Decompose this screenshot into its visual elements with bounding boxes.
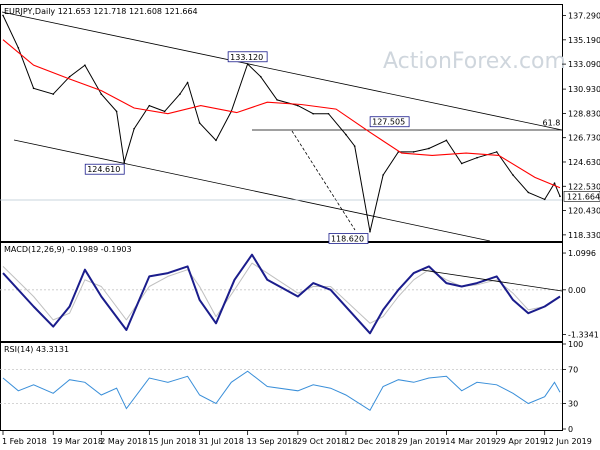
moving-average-line bbox=[2, 39, 561, 189]
rsi-tick-label: 100 bbox=[568, 340, 583, 349]
price-point bbox=[100, 93, 103, 95]
dashed-decline-line bbox=[291, 130, 356, 231]
price-point bbox=[52, 93, 55, 95]
price-point bbox=[382, 174, 384, 176]
price-tick-label: 124.630 bbox=[568, 158, 600, 167]
price-point bbox=[297, 104, 299, 107]
price-point bbox=[476, 156, 478, 159]
last-price-label: 121.664 bbox=[567, 192, 600, 201]
price-point bbox=[412, 151, 415, 153]
x-tick-label: 12 Jun 2019 bbox=[544, 437, 592, 446]
macd-tick-label: -1.3341 bbox=[568, 330, 599, 339]
annotation-box bbox=[227, 51, 268, 63]
x-tick-label: 29 Apr 2019 bbox=[496, 437, 545, 446]
price-tick-label: 126.730 bbox=[568, 134, 600, 143]
macd-tick-label: 1.0996 bbox=[568, 249, 596, 258]
price-point bbox=[276, 99, 278, 101]
annotation-label: 118.620 bbox=[331, 235, 364, 244]
price-point bbox=[2, 14, 4, 17]
x-tick-label: 19 Mar 2018 bbox=[52, 437, 103, 446]
price-point bbox=[345, 133, 347, 136]
price-point bbox=[133, 127, 135, 130]
price-point bbox=[543, 198, 546, 201]
annotation-box bbox=[84, 163, 125, 175]
price-tick-label: 137.290 bbox=[568, 12, 600, 21]
price-point bbox=[198, 122, 201, 124]
annotation-label: 61.8 bbox=[543, 119, 561, 128]
price-line bbox=[2, 15, 561, 232]
price-point bbox=[259, 75, 262, 78]
last-price-box bbox=[563, 190, 600, 202]
watermark: ActionForex.com bbox=[383, 49, 566, 74]
annotation-label: 133.120 bbox=[230, 53, 263, 62]
channel-upper-line bbox=[1, 11, 563, 131]
price-point bbox=[428, 147, 430, 150]
annotation-label: 124.610 bbox=[87, 165, 120, 174]
x-tick-label: 1 Feb 2018 bbox=[2, 437, 47, 446]
macd-panel-title: MACD(12,26,9) -0.1989 -0.1903 bbox=[4, 245, 132, 254]
macd-trendline bbox=[421, 269, 563, 292]
x-tick-label: 29 Jan 2019 bbox=[397, 437, 445, 446]
rsi-tick-label: 30 bbox=[568, 400, 578, 409]
price-point bbox=[17, 47, 20, 49]
price-point bbox=[68, 75, 71, 78]
price-point bbox=[123, 161, 126, 164]
x-tick-label: 14 Mar 2019 bbox=[445, 437, 496, 446]
price-point bbox=[553, 182, 556, 184]
price-point bbox=[148, 104, 151, 107]
x-tick-label: 29 Oct 2018 bbox=[297, 437, 346, 446]
rsi-panel-title: RSI(14) 43.3131 bbox=[4, 345, 69, 354]
macd-signal-line bbox=[2, 262, 561, 324]
price-point bbox=[369, 230, 371, 233]
x-tick-label: 12 Dec 2018 bbox=[345, 437, 396, 446]
x-tick-label: 31 Jul 2018 bbox=[199, 437, 244, 446]
x-tick-label: 2 May 2018 bbox=[100, 437, 147, 446]
price-tick-label: 133.090 bbox=[568, 60, 600, 69]
annotation-box bbox=[369, 116, 410, 128]
rsi-line bbox=[2, 370, 561, 412]
price-point bbox=[445, 139, 448, 142]
rsi-tick-label: 70 bbox=[568, 366, 578, 375]
price-point bbox=[115, 110, 118, 113]
price-point bbox=[179, 93, 181, 95]
price-panel-frame bbox=[0, 4, 563, 242]
price-point bbox=[460, 162, 463, 165]
price-point bbox=[559, 195, 561, 198]
x-tick-label: 15 Jun 2018 bbox=[148, 437, 196, 446]
price-panel-title: EURJPY,Daily 121.653 121.718 121.608 121… bbox=[4, 7, 198, 16]
price-point bbox=[32, 87, 35, 90]
price-point bbox=[246, 63, 249, 65]
price-point bbox=[163, 110, 166, 113]
rsi-tick-label: 0 bbox=[568, 425, 573, 434]
price-point bbox=[353, 145, 356, 147]
channel-lower-line bbox=[13, 139, 491, 242]
macd-line bbox=[2, 253, 561, 335]
price-point bbox=[495, 151, 498, 153]
price-point bbox=[327, 112, 330, 115]
rsi-panel-frame bbox=[0, 342, 563, 431]
macd-tick-label: 0.00 bbox=[568, 286, 586, 295]
price-tick-label: 122.530 bbox=[568, 182, 600, 191]
price-tick-label: 120.430 bbox=[568, 207, 600, 216]
x-tick-label: 13 Sep 2018 bbox=[247, 437, 298, 446]
annotation-label: 127.505 bbox=[372, 118, 405, 127]
annotation-box bbox=[328, 233, 369, 244]
macd-panel-frame bbox=[0, 242, 563, 342]
price-point bbox=[512, 174, 514, 176]
price-point bbox=[527, 191, 530, 194]
price-tick-label: 118.330 bbox=[568, 231, 600, 240]
price-tick-label: 128.830 bbox=[568, 109, 600, 118]
price-point bbox=[312, 112, 314, 115]
price-point bbox=[215, 139, 217, 142]
price-tick-label: 130.930 bbox=[568, 85, 600, 94]
price-point bbox=[84, 64, 86, 66]
price-tick-label: 135.190 bbox=[568, 36, 600, 45]
price-point bbox=[186, 81, 189, 84]
